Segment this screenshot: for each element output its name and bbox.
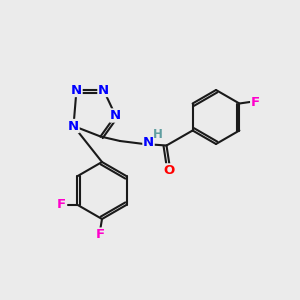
Text: N: N (68, 119, 79, 133)
Text: F: F (251, 95, 260, 109)
Text: F: F (57, 198, 66, 211)
Text: N: N (71, 83, 82, 97)
Text: F: F (96, 228, 105, 241)
Text: N: N (98, 83, 109, 97)
Text: N: N (110, 109, 121, 122)
Text: N: N (143, 136, 154, 149)
Text: O: O (164, 164, 175, 177)
Text: H: H (153, 128, 162, 142)
